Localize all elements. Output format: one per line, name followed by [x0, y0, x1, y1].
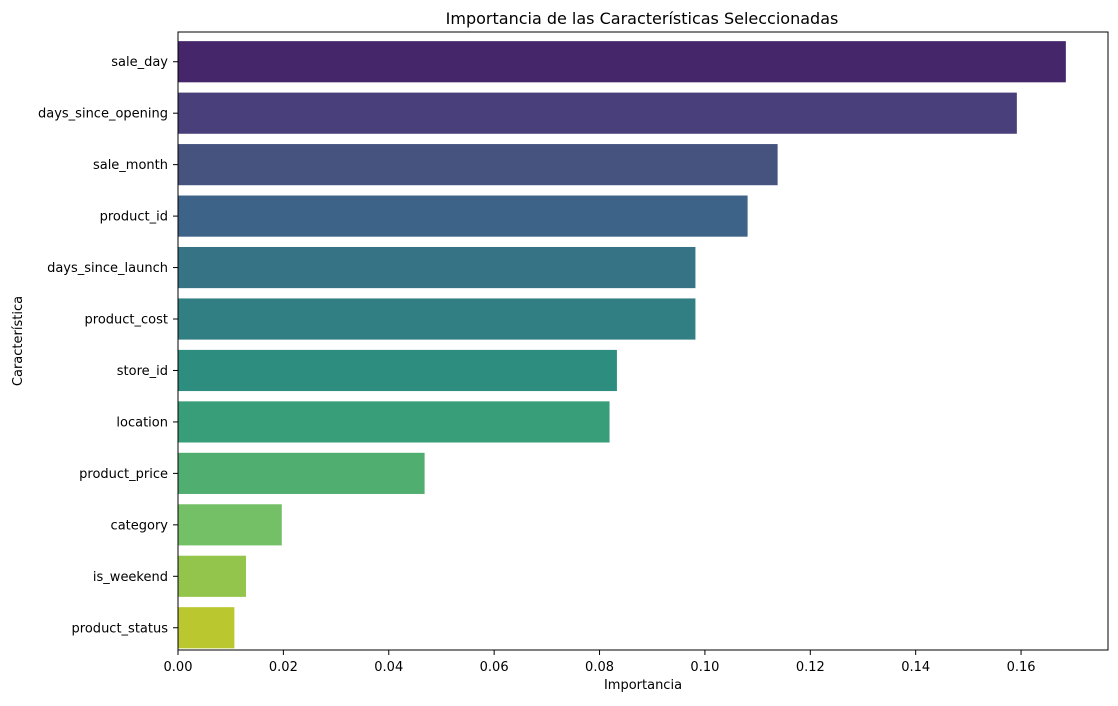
y-axis-label: Característica	[11, 296, 26, 386]
y-tick-label: product_status	[72, 621, 169, 636]
x-tick-label: 0.08	[585, 660, 614, 675]
y-tick-label: sale_day	[111, 55, 168, 70]
y-tick-label: is_weekend	[93, 570, 168, 585]
x-tick-label: 0.16	[1007, 660, 1036, 675]
x-tick-label: 0.12	[796, 660, 825, 675]
y-axis-ticks: sale_day days_since_opening sale_monthprod…	[38, 55, 178, 636]
chart-title: Importancia de las Características Selec…	[446, 9, 839, 28]
bar-store-id	[178, 349, 617, 392]
y-tick-label: days_since_opening	[38, 107, 168, 122]
bar-days-since-launch	[178, 246, 696, 289]
bars-layer	[178, 41, 1066, 649]
y-tick-label: sale_month	[93, 158, 168, 173]
bar-location	[178, 401, 610, 443]
y-tick-label: location	[116, 415, 168, 430]
x-tick-label: 0.04	[374, 660, 403, 675]
bar-sale-month	[178, 144, 778, 186]
bar-is-weekend	[178, 555, 246, 597]
bar-product-status	[178, 607, 235, 649]
bar-product-id	[178, 195, 748, 237]
bar-product-price	[178, 452, 425, 494]
y-tick-label: product_price	[79, 467, 168, 482]
y-tick-label: store_id	[117, 364, 168, 379]
x-axis-label: Importancia	[604, 678, 682, 693]
x-tick-label: 0.06	[480, 660, 509, 675]
plot-frame	[177, 31, 1109, 651]
x-tick-label: 0.02	[269, 660, 298, 675]
bar-category	[178, 504, 282, 546]
bar-sale-day	[178, 41, 1066, 83]
x-tick-label: 0.14	[901, 660, 930, 675]
x-tick-label: 0.10	[690, 660, 719, 675]
y-tick-label: product_cost	[85, 313, 168, 328]
y-tick-label: category	[111, 518, 169, 533]
y-tick-label: days_since_launch	[47, 261, 168, 276]
bar-days-since-opening	[178, 92, 1017, 134]
bar-product-cost	[178, 298, 696, 340]
y-tick-label: product_id	[100, 210, 168, 225]
x-axis-ticks: 0.00 0.02 0.04 0.06 0.08 0.10 0.12 0.14 0.16	[164, 650, 1036, 675]
x-tick-label: 0.00	[164, 660, 193, 675]
